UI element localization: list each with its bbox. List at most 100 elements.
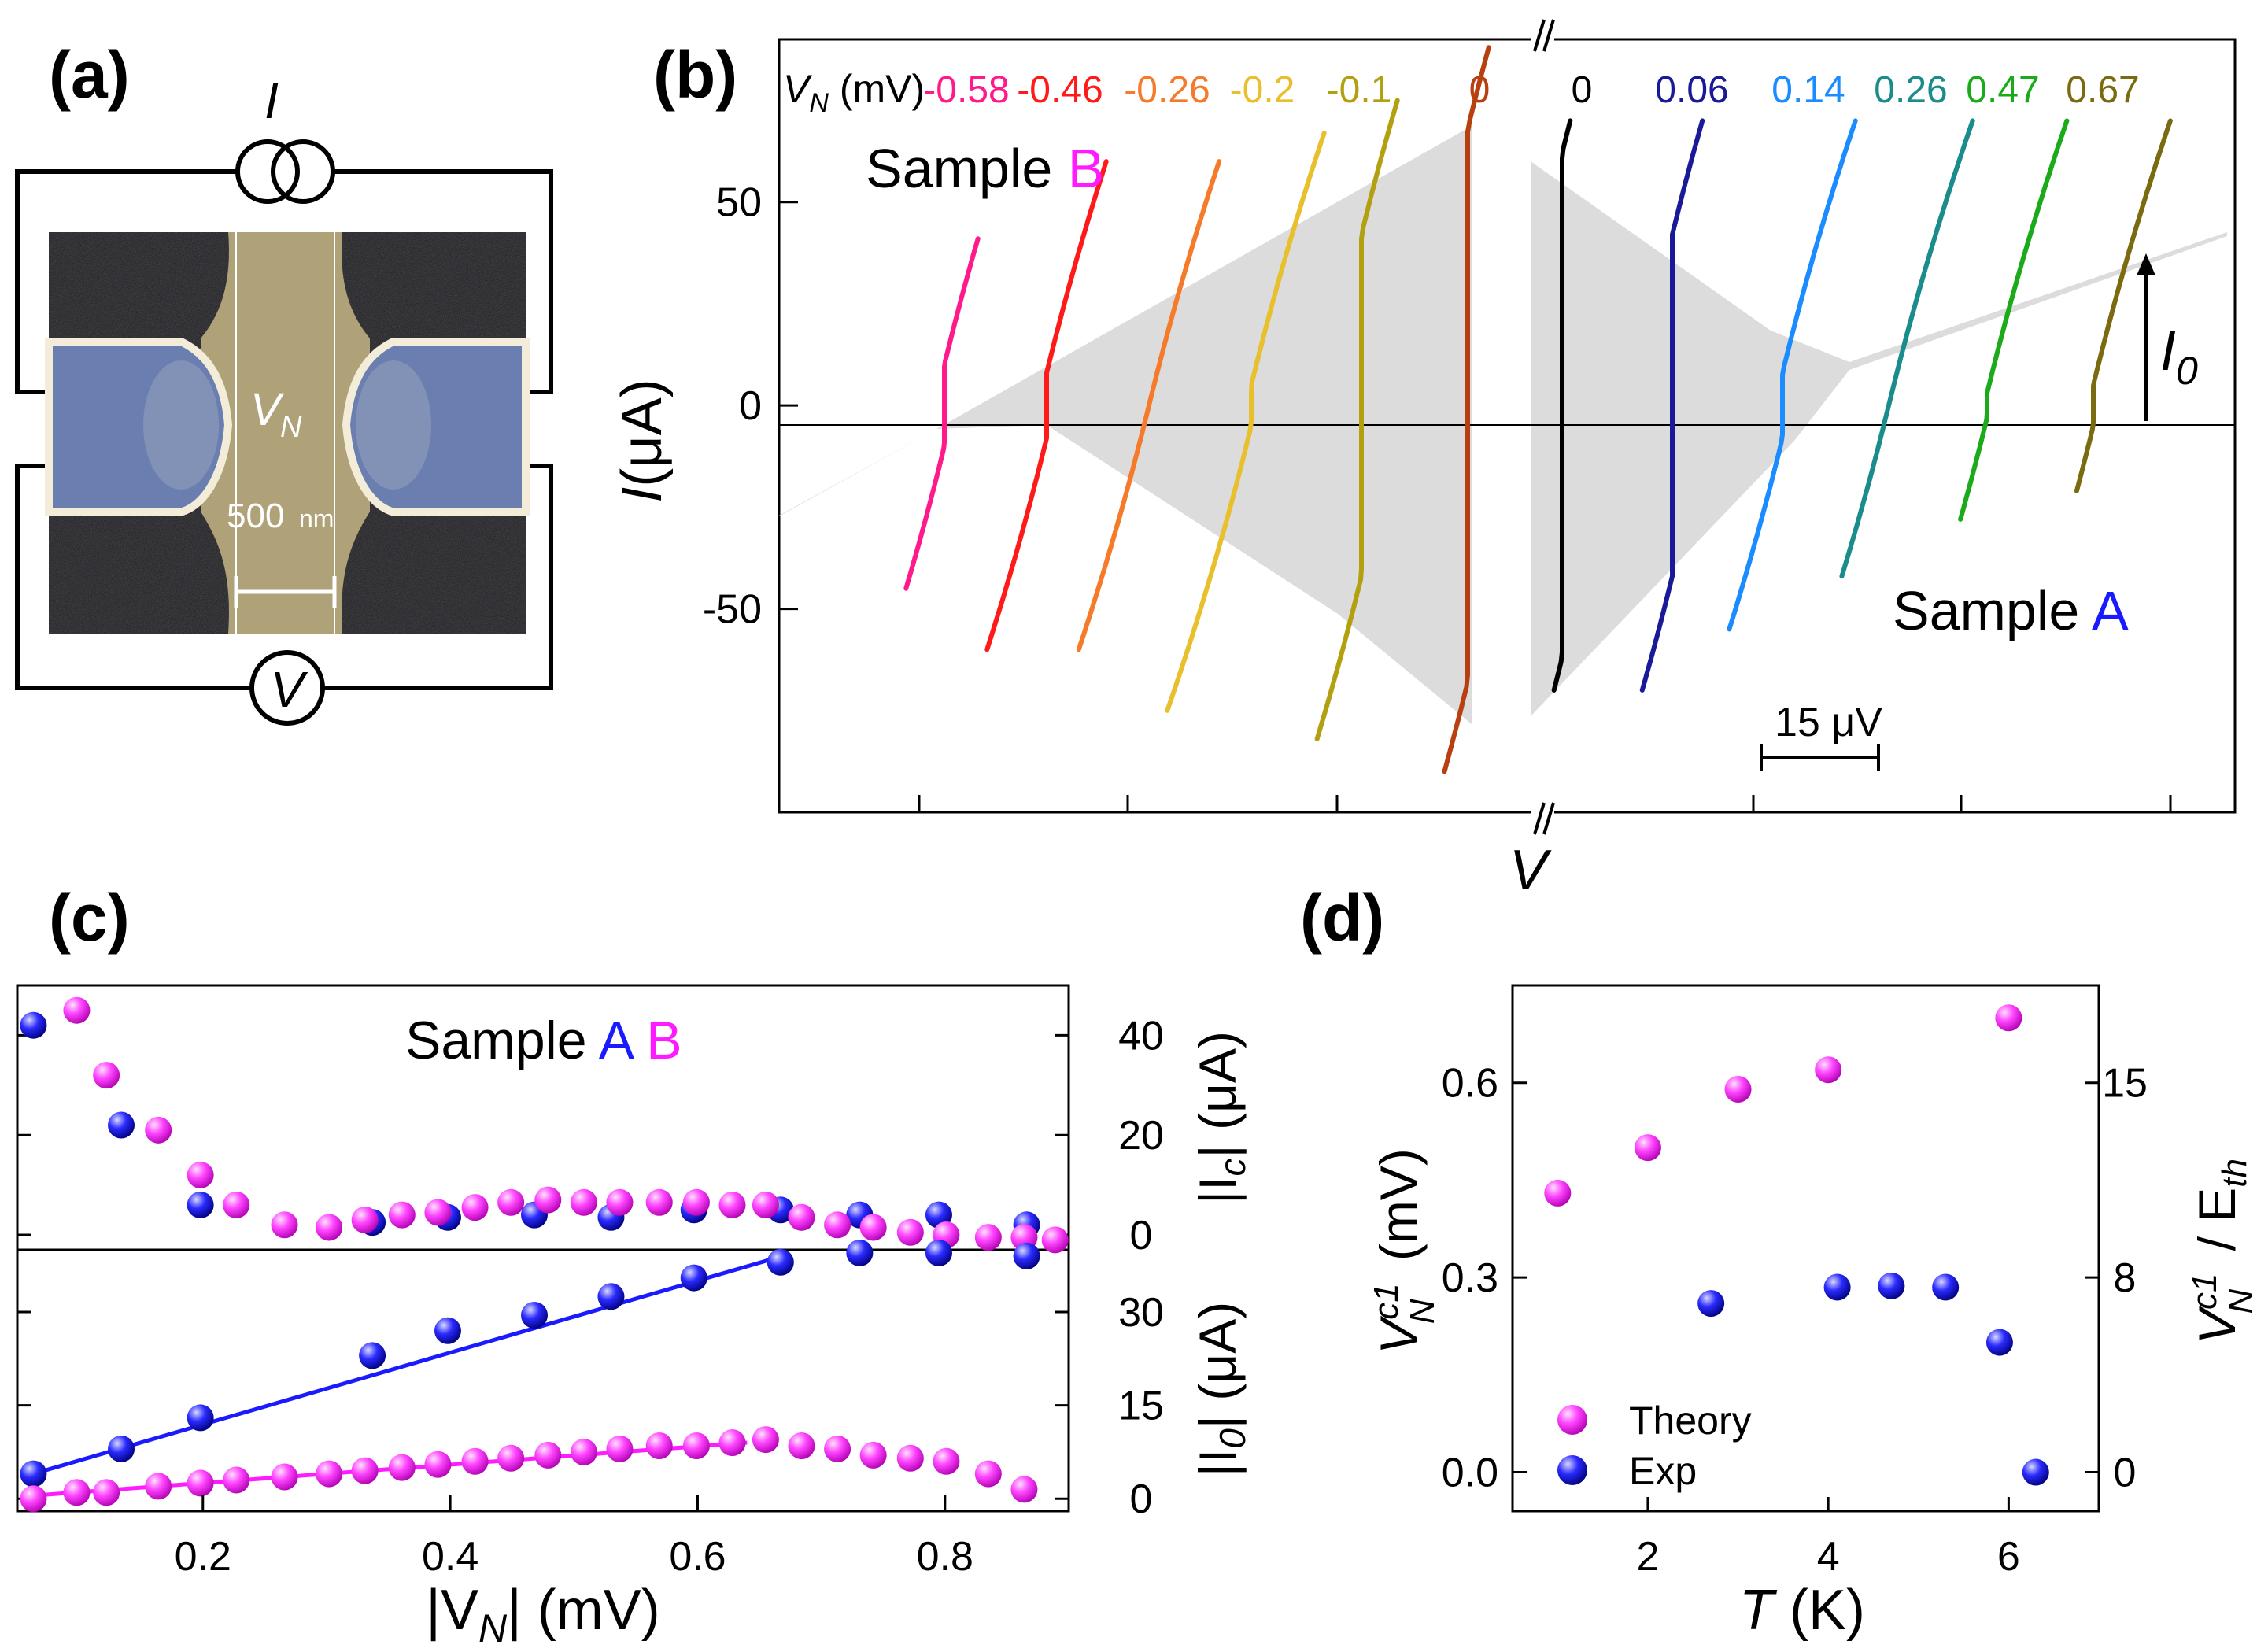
d-right-y-label: Vc1N / Eth — [2185, 1159, 2257, 1344]
legend-exp-label: Exp — [1629, 1449, 1697, 1493]
c-point — [497, 1444, 525, 1472]
b-y-axis-label: I(μA) — [611, 379, 674, 502]
vn-label-5: 0 — [1469, 69, 1491, 111]
d-point — [1985, 1329, 2013, 1356]
panel-b: (b) V -50 0 50 — [611, 19, 2237, 902]
panel-b-label: (b) — [653, 38, 737, 112]
legend-theory-marker — [1557, 1405, 1587, 1435]
vn-label-2: -0.26 — [1124, 69, 1210, 111]
c-top-y-label: |Ic| (μA) — [1188, 1031, 1253, 1204]
c-point — [63, 996, 91, 1024]
d-ytick-label: 0.6 — [1442, 1061, 1498, 1107]
i0-arrow — [2137, 253, 2155, 421]
c-point — [752, 1426, 779, 1454]
c-point — [718, 1429, 746, 1457]
c-ytick-label: 40 — [1118, 1013, 1164, 1059]
c-point — [534, 1186, 562, 1214]
d-point — [1815, 1056, 1842, 1084]
sem-image: V N 500 nm — [45, 232, 530, 634]
voltmeter-icon: V — [249, 650, 325, 726]
c-point — [925, 1239, 952, 1266]
d-point — [1544, 1179, 1572, 1207]
d-point — [1932, 1273, 1960, 1301]
iv-trace-11 — [2074, 118, 2173, 493]
iv-trace-4 — [1314, 98, 1400, 741]
d-left-y-label: Vc1N (mV) — [1367, 1148, 1442, 1354]
c-point — [434, 1317, 461, 1344]
c-ytick-label: 20 — [1118, 1113, 1164, 1159]
b-ytick-label: 50 — [716, 180, 762, 226]
c-point — [570, 1438, 597, 1465]
c-point — [534, 1441, 562, 1469]
c-point — [93, 1479, 120, 1506]
d-point — [1878, 1272, 1905, 1299]
iv-trace-1 — [984, 159, 1109, 652]
iv-trace-2 — [1076, 159, 1222, 652]
scale-value: 500 — [227, 497, 284, 535]
scale-bar — [234, 576, 337, 608]
c-point — [846, 1239, 874, 1266]
c-point — [974, 1224, 1002, 1251]
c-x-label: |VN| (mV) — [426, 1579, 660, 1650]
c-point — [497, 1188, 525, 1216]
d-ytick-right-label: 0 — [2114, 1451, 2137, 1496]
c-point — [645, 1432, 673, 1459]
iv-traces — [903, 45, 2173, 774]
d-legend: Theory Exp — [1557, 1399, 1752, 1493]
c-point — [351, 1206, 379, 1233]
b-x-ticks — [918, 795, 2172, 812]
iv-trace-3 — [1165, 130, 1327, 713]
d-point — [1634, 1134, 1661, 1162]
i0-label: I0 — [2160, 320, 2198, 393]
d-plot: 0.0 0 0.3 8 0.6 15 2 4 6 — [1442, 1004, 2148, 1580]
c-point — [351, 1457, 379, 1484]
vn-label-1: -0.46 — [1017, 69, 1103, 111]
c-xtick-label: 0.4 — [422, 1534, 478, 1580]
c-point — [187, 1404, 214, 1432]
iv-trace-5 — [1442, 45, 1491, 774]
c-point — [1041, 1226, 1069, 1254]
c-point — [974, 1460, 1002, 1488]
c-point — [388, 1454, 416, 1481]
c-point — [271, 1463, 298, 1491]
scale-bar-b — [1760, 744, 1880, 771]
c-point — [752, 1191, 779, 1218]
c-point — [20, 1460, 47, 1488]
vn-label-8: 0.14 — [1771, 69, 1845, 111]
c-point — [316, 1214, 343, 1241]
vn-label-9: 0.26 — [1874, 69, 1947, 111]
iv-trace-7 — [1639, 118, 1705, 693]
vn-label-4: -0.1 — [1327, 69, 1392, 111]
b-ytick-label: -50 — [703, 587, 762, 633]
panel-d: (d) 0.0 0 0.3 8 0.6 15 2 4 6 Vc1N (mV) Vc1N / Et… — [1300, 881, 2257, 1642]
sample-a-label: Sample A — [1893, 580, 2129, 641]
c-point — [424, 1451, 452, 1478]
vn-value-labels: -0.58 -0.46 -0.26 -0.2 -0.1 0 0 0.06 0.14 0.26 0.4… — [923, 69, 2139, 111]
d-point — [1823, 1273, 1851, 1301]
c-point — [145, 1473, 172, 1500]
c-point — [896, 1218, 924, 1246]
scale-unit: nm — [299, 504, 334, 533]
panel-a: (a) I V V N — [15, 38, 553, 726]
c-point — [824, 1435, 851, 1462]
c-point — [63, 1479, 91, 1506]
d-xtick-label: 4 — [1817, 1534, 1840, 1580]
vn-label-11: 0.67 — [2066, 69, 2139, 111]
legend-exp-marker — [1557, 1455, 1587, 1485]
c-point — [187, 1191, 214, 1218]
panel-a-label: (a) — [49, 38, 130, 112]
b-ytick-label: 0 — [739, 383, 762, 429]
d-ytick-label: 0.3 — [1442, 1255, 1498, 1301]
c-point — [20, 1011, 47, 1039]
d-x-label: T (K) — [1739, 1579, 1865, 1642]
c-ytick-label: 30 — [1118, 1290, 1164, 1336]
c-plots: 0 20 40 0 15 30 0.2 0.4 0.6 0.8 — [17, 996, 1164, 1580]
vn-label-6: 0 — [1572, 69, 1593, 111]
iv-trace-10 — [1958, 118, 2070, 522]
vn-label: V — [250, 384, 285, 435]
d-ytick-label: 0.0 — [1442, 1451, 1498, 1496]
c-point — [1010, 1476, 1038, 1503]
c-point — [788, 1432, 815, 1459]
c-point — [108, 1435, 135, 1462]
axis-break-marks — [1533, 19, 1555, 835]
